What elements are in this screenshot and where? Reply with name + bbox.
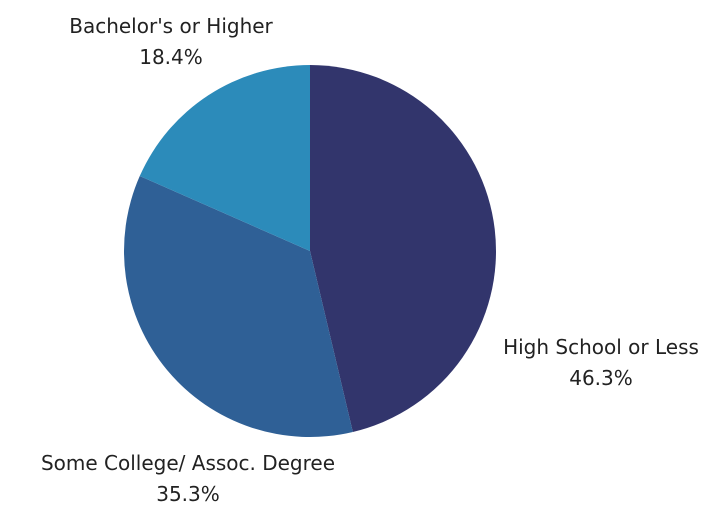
- slice-high-school-label: High School or Less: [503, 335, 699, 359]
- slice-some-college-value-label: 35.3%: [156, 482, 220, 506]
- slice-bachelors: [139, 65, 310, 251]
- slice-some-college: [123, 176, 353, 438]
- slice-bachelors-value-label: 18.4%: [139, 45, 203, 69]
- slice-high-school-value-label: 46.3%: [569, 366, 633, 390]
- slice-some-college-label: Some College/ Assoc. Degree: [41, 451, 335, 475]
- slice-labels: High School or Less 46.3% Some College/ As…: [41, 14, 699, 506]
- pie-slices: [123, 65, 497, 438]
- slice-bachelors-label: Bachelor's or Higher: [69, 14, 273, 38]
- slice-high-school: [310, 65, 497, 432]
